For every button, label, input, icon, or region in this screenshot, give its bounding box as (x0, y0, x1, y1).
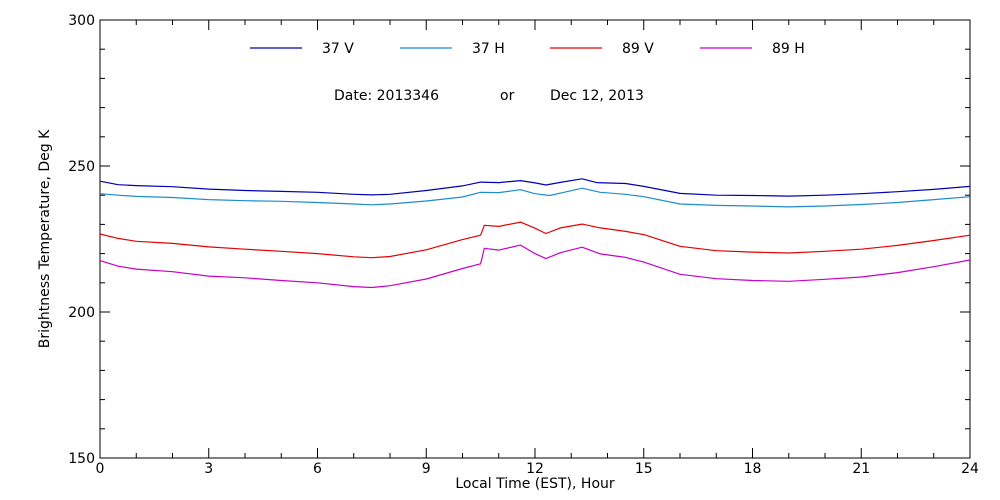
plot-frame (99, 19, 971, 459)
legend-label: 89 V (622, 41, 654, 57)
x-tick-label: 12 (526, 461, 544, 477)
x-tick-label: 6 (313, 461, 322, 477)
x-tick-label: 15 (635, 461, 653, 477)
series-lines (99, 178, 971, 289)
x-tick-label: 3 (204, 461, 213, 477)
axis-ticks (99, 19, 971, 459)
x-tick-label: 0 (96, 461, 105, 477)
or-text: or (500, 88, 515, 104)
x-axis-label: Local Time (EST), Hour (455, 476, 615, 492)
series-line (99, 244, 971, 289)
legend: 37 V 37 H 89 V 89 H (250, 41, 805, 57)
y-tick-label: 200 (68, 305, 95, 321)
legend-label: 89 H (772, 41, 805, 57)
date-annotation: Date: 2013346 or Dec 12, 2013 (334, 88, 644, 104)
axis-tick-labels: 0 3 6 9 12 15 18 21 24 150 200 250 300 (68, 13, 979, 477)
series-line (99, 187, 971, 208)
x-tick-label: 21 (852, 461, 870, 477)
y-tick-label: 300 (68, 13, 95, 29)
y-axis-label: Brightness Temperature, Deg K (37, 129, 53, 348)
legend-label: 37 V (322, 41, 354, 57)
x-tick-label: 24 (961, 461, 979, 477)
x-tick-label: 9 (422, 461, 431, 477)
series-line (99, 221, 971, 259)
legend-label: 37 H (472, 41, 505, 57)
day-text: Dec 12, 2013 (550, 88, 644, 104)
date-text: Date: 2013346 (334, 88, 439, 104)
x-tick-label: 18 (744, 461, 762, 477)
y-tick-label: 250 (68, 159, 95, 175)
y-tick-label: 150 (68, 451, 95, 467)
series-line (99, 178, 971, 197)
